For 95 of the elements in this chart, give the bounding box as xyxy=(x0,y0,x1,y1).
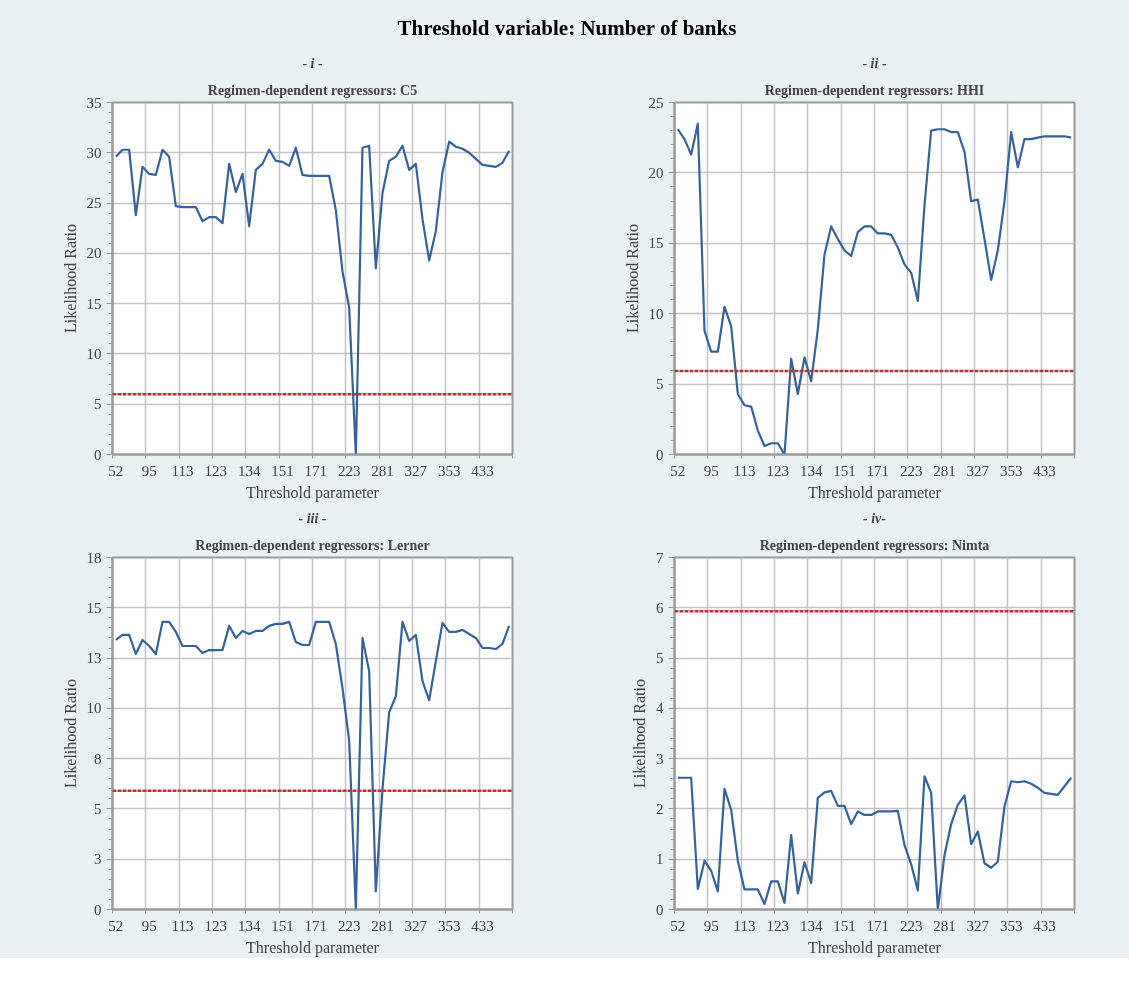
y-tick-label: 18 xyxy=(86,549,102,566)
x-tick-label: 95 xyxy=(141,462,157,479)
x-tick-label: 327 xyxy=(966,462,990,479)
y-tick-label: 5 xyxy=(94,800,102,817)
x-tick-label: 223 xyxy=(337,917,361,934)
text: Threshold variable: Number of banks xyxy=(397,16,737,40)
y-tick-label: 5 xyxy=(656,376,664,393)
chart-title: - ii - xyxy=(862,55,887,71)
x-axis-title: Threshold parameter xyxy=(808,938,942,957)
y-tick-label: 13 xyxy=(86,650,102,667)
x-tick-label: 281 xyxy=(371,917,394,934)
y-tick-label: 3 xyxy=(656,750,664,767)
y-tick-label: 10 xyxy=(86,345,102,362)
y-tick-label: 6 xyxy=(656,599,664,616)
x-tick-label: 52 xyxy=(670,462,686,479)
x-tick-label: 223 xyxy=(337,462,361,479)
y-tick-label: 20 xyxy=(648,164,664,181)
x-axis-title: Threshold parameter xyxy=(246,938,380,957)
x-axis-title: Threshold parameter xyxy=(808,483,942,502)
y-tick-label: 0 xyxy=(94,901,102,918)
x-tick-label: 353 xyxy=(999,917,1023,934)
x-tick-label: 123 xyxy=(766,917,790,934)
y-tick-label: 15 xyxy=(86,295,102,312)
x-tick-label: 433 xyxy=(1033,917,1056,934)
y-tick-label: 0 xyxy=(656,446,664,463)
chart-subtitle: Regimen-dependent regressors: C5 xyxy=(207,82,418,98)
chart-title: - i - xyxy=(302,55,323,71)
x-tick-label: 123 xyxy=(204,917,228,934)
x-tick-label: 327 xyxy=(404,917,428,934)
y-axis-title: Likelihood Ratio xyxy=(631,679,648,788)
y-axis-title: Likelihood Ratio xyxy=(61,679,79,788)
x-tick-label: 113 xyxy=(733,917,756,934)
y-axis-title: Likelihood Ratio xyxy=(623,224,641,333)
y-tick-label: 5 xyxy=(656,650,664,667)
y-tick-label: 25 xyxy=(86,195,102,212)
x-axis-title: Threshold parameter xyxy=(246,483,380,502)
x-tick-label: 223 xyxy=(899,917,923,934)
y-axis-title: Likelihood Ratio xyxy=(61,224,79,333)
y-tick-label: 1 xyxy=(656,851,664,868)
x-tick-label: 433 xyxy=(471,462,494,479)
x-tick-label: 353 xyxy=(999,462,1023,479)
x-tick-label: 223 xyxy=(899,462,923,479)
x-tick-label: 113 xyxy=(171,462,194,479)
x-tick-label: 171 xyxy=(304,917,328,934)
x-tick-label: 113 xyxy=(171,917,194,934)
x-tick-label: 171 xyxy=(866,462,890,479)
x-tick-label: 433 xyxy=(1033,462,1056,479)
x-tick-label: 281 xyxy=(371,462,394,479)
y-tick-label: 10 xyxy=(86,700,102,717)
x-tick-label: 134 xyxy=(799,462,823,479)
x-tick-label: 327 xyxy=(404,462,428,479)
y-tick-label: 20 xyxy=(86,245,102,262)
y-tick-label: 5 xyxy=(94,396,102,413)
x-tick-label: 171 xyxy=(866,917,890,934)
x-tick-label: 327 xyxy=(966,917,990,934)
x-tick-label: 95 xyxy=(703,917,719,934)
x-tick-label: 134 xyxy=(237,917,261,934)
x-tick-label: 353 xyxy=(437,462,461,479)
y-tick-label: 35 xyxy=(86,94,102,111)
x-tick-label: 134 xyxy=(799,917,823,934)
x-tick-label: 353 xyxy=(437,917,461,934)
y-tick-label: 2 xyxy=(656,800,664,817)
y-tick-label: 4 xyxy=(656,700,664,717)
x-tick-label: 433 xyxy=(471,917,494,934)
chart-subtitle: Regimen-dependent regressors: Lerner xyxy=(195,537,430,553)
chart-title: - iv- xyxy=(863,510,887,526)
x-tick-label: 151 xyxy=(271,917,294,934)
x-tick-label: 52 xyxy=(670,917,686,934)
chart-title: - iii - xyxy=(298,510,327,526)
y-tick-label: 7 xyxy=(656,549,664,566)
x-tick-label: 151 xyxy=(271,462,294,479)
x-tick-label: 123 xyxy=(204,462,228,479)
y-tick-label: 0 xyxy=(94,446,102,463)
x-tick-label: 113 xyxy=(733,462,756,479)
x-tick-label: 95 xyxy=(703,462,719,479)
x-tick-label: 95 xyxy=(141,917,157,934)
x-tick-label: 151 xyxy=(833,917,856,934)
x-tick-label: 134 xyxy=(237,462,261,479)
x-tick-label: 151 xyxy=(833,462,856,479)
y-tick-label: 30 xyxy=(86,144,102,161)
y-tick-label: 15 xyxy=(86,599,102,616)
y-tick-label: 25 xyxy=(648,94,664,111)
chart-subtitle: Regimen-dependent regressors: Nimta xyxy=(759,537,990,553)
x-tick-label: 171 xyxy=(304,462,328,479)
chart-subtitle: Regimen-dependent regressors: HHI xyxy=(764,82,985,98)
x-tick-label: 281 xyxy=(933,462,956,479)
y-tick-label: 15 xyxy=(648,235,664,252)
y-tick-label: 10 xyxy=(648,305,664,322)
x-tick-label: 52 xyxy=(108,462,124,479)
y-tick-label: 0 xyxy=(656,901,664,918)
x-tick-label: 52 xyxy=(108,917,124,934)
y-tick-label: 8 xyxy=(94,750,102,767)
x-tick-label: 281 xyxy=(933,917,956,934)
x-tick-label: 123 xyxy=(766,462,790,479)
y-tick-label: 3 xyxy=(94,851,102,868)
